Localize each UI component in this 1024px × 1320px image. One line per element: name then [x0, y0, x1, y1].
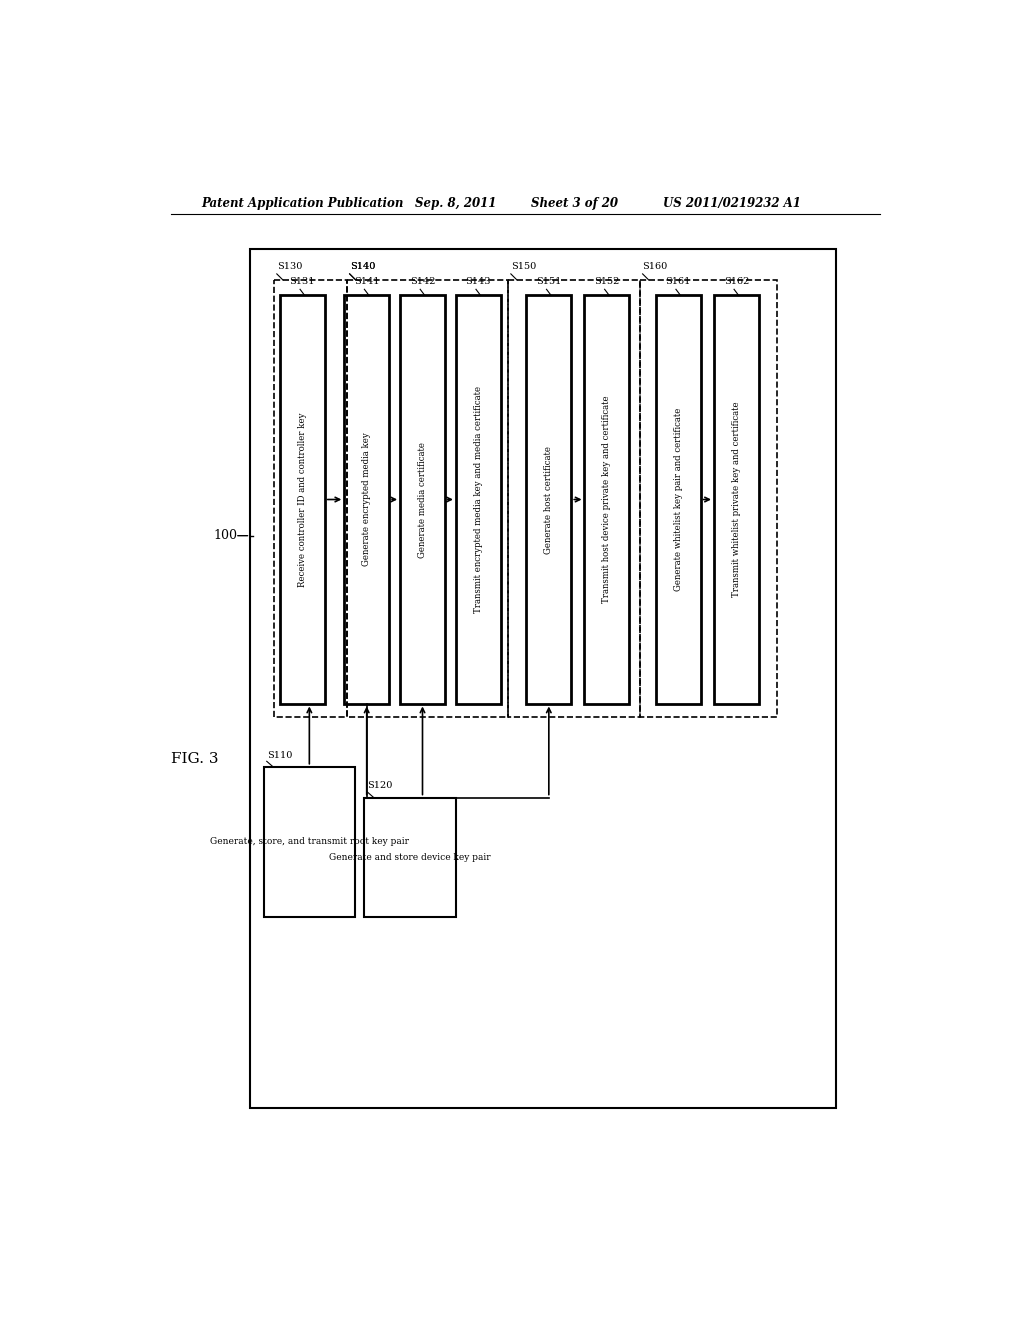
Text: S151: S151: [537, 277, 561, 286]
Text: Receive controller ID and controller key: Receive controller ID and controller key: [298, 412, 307, 587]
Bar: [280, 296, 325, 704]
Text: S142: S142: [410, 277, 435, 286]
Text: FIG. 3: FIG. 3: [171, 752, 218, 766]
Text: S161: S161: [666, 277, 691, 286]
Text: Transmit encrypted media key and media certificate: Transmit encrypted media key and media c…: [474, 385, 482, 612]
Text: Patent Application Publication: Patent Application Publication: [202, 197, 404, 210]
Text: Generate encrypted media key: Generate encrypted media key: [362, 433, 372, 566]
Text: S162: S162: [724, 277, 750, 286]
Text: S120: S120: [368, 781, 393, 791]
Bar: [344, 296, 389, 704]
Text: Generate and store device key pair: Generate and store device key pair: [330, 853, 490, 862]
Text: S141: S141: [354, 277, 380, 286]
Bar: [400, 296, 445, 704]
Bar: [273, 280, 346, 718]
Bar: [346, 280, 508, 718]
Text: S140: S140: [349, 261, 375, 271]
Text: 100: 100: [213, 529, 238, 543]
Text: Generate host certificate: Generate host certificate: [545, 446, 553, 553]
Text: S130: S130: [276, 261, 302, 271]
Text: Generate media certificate: Generate media certificate: [418, 441, 427, 557]
Text: US 2011/0219232 A1: US 2011/0219232 A1: [663, 197, 801, 210]
Text: Generate whitelist key pair and certificate: Generate whitelist key pair and certific…: [674, 408, 683, 591]
Text: S160: S160: [643, 261, 668, 271]
Bar: [585, 296, 630, 704]
Text: Sep. 8, 2011: Sep. 8, 2011: [415, 197, 496, 210]
Text: S152: S152: [594, 277, 620, 286]
Text: S110: S110: [266, 751, 292, 759]
Text: Generate, store, and transmit root key pair: Generate, store, and transmit root key p…: [210, 837, 409, 846]
Bar: [365, 797, 456, 917]
Text: S131: S131: [290, 277, 315, 286]
Bar: [263, 767, 355, 917]
Text: Sheet 3 of 20: Sheet 3 of 20: [531, 197, 618, 210]
Text: S143: S143: [466, 277, 492, 286]
Bar: [251, 249, 836, 1107]
Text: S150: S150: [511, 261, 537, 271]
Bar: [655, 296, 700, 704]
Bar: [526, 296, 571, 704]
Bar: [714, 296, 759, 704]
Text: Transmit whitelist private key and certificate: Transmit whitelist private key and certi…: [732, 401, 741, 598]
Text: S140: S140: [349, 261, 375, 271]
Text: Transmit host device private key and certificate: Transmit host device private key and cer…: [602, 396, 611, 603]
Bar: [508, 280, 640, 718]
Bar: [456, 296, 501, 704]
Bar: [640, 280, 777, 718]
